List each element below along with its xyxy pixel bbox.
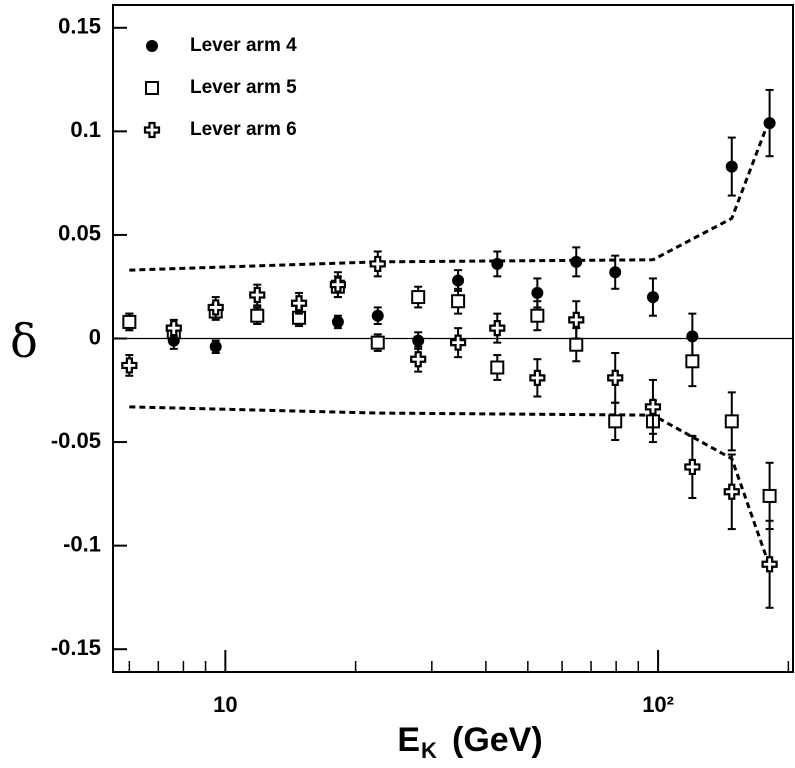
point xyxy=(529,369,546,386)
band-line xyxy=(129,405,772,567)
point xyxy=(290,295,308,312)
x-axis-label: E xyxy=(397,721,420,759)
point xyxy=(762,488,777,503)
x-tick-label: 10 xyxy=(213,692,237,717)
point xyxy=(329,276,346,293)
point xyxy=(371,309,384,322)
legend-label: Lever arm 6 xyxy=(190,119,297,140)
point xyxy=(763,117,776,130)
point xyxy=(411,290,426,305)
point xyxy=(607,369,624,386)
point xyxy=(685,354,700,369)
point xyxy=(644,398,662,415)
point xyxy=(490,360,505,375)
point xyxy=(331,315,344,328)
point xyxy=(209,340,222,353)
point xyxy=(410,351,427,368)
point xyxy=(165,320,182,337)
y-tick-label: 0.15 xyxy=(58,14,101,39)
y-tick-label: -0.05 xyxy=(51,428,101,453)
point xyxy=(761,556,778,573)
point xyxy=(723,483,740,500)
point xyxy=(684,458,701,476)
point xyxy=(412,334,425,347)
point xyxy=(725,160,738,173)
point xyxy=(570,255,583,268)
point xyxy=(609,266,622,279)
y-tick-label: -0.1 xyxy=(63,531,101,556)
point xyxy=(449,334,467,351)
legend-marker xyxy=(146,40,158,52)
legend-marker xyxy=(143,121,161,139)
point xyxy=(489,320,506,337)
point xyxy=(451,294,466,309)
y-tick-label: 0.05 xyxy=(58,221,101,246)
x-tick-label: 10² xyxy=(642,692,674,717)
legend-marker xyxy=(145,81,159,95)
point xyxy=(646,291,659,304)
y-tick-label: -0.15 xyxy=(51,635,101,660)
point xyxy=(531,286,544,299)
y-tick-label: 0 xyxy=(89,324,101,349)
legend-label: Lever arm 4 xyxy=(190,35,297,56)
legend-label: Lever arm 5 xyxy=(190,77,297,98)
point xyxy=(608,414,623,429)
point xyxy=(491,257,504,270)
band-line xyxy=(129,118,772,272)
point xyxy=(724,414,739,429)
y-tick-label: 0.1 xyxy=(70,117,101,142)
point xyxy=(207,299,224,316)
y-axis-label: δ xyxy=(10,314,38,368)
x-axis-label-unit: (GeV) xyxy=(452,721,543,759)
point xyxy=(370,335,385,350)
point xyxy=(568,311,585,328)
point xyxy=(569,337,584,352)
point xyxy=(122,314,137,329)
point xyxy=(250,308,265,323)
point xyxy=(530,308,545,323)
x-axis-label-sub: K xyxy=(421,738,437,763)
point xyxy=(452,274,465,287)
point xyxy=(121,357,138,374)
point xyxy=(369,255,386,273)
point xyxy=(249,286,266,304)
